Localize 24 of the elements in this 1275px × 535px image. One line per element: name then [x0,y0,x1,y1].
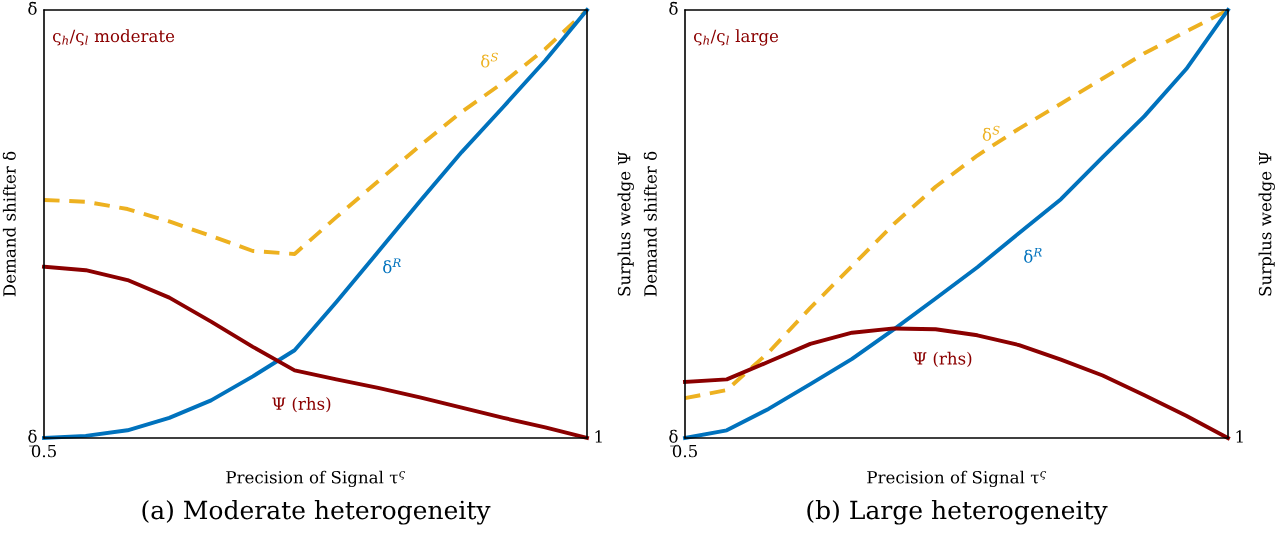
series-label: Ψ (rhs) [272,397,331,413]
y2-axis-title: Surplus wedge Ψ [1258,151,1275,296]
series-label: δ$^{S}$ [481,52,498,68]
text: (b) Large heterogeneity [807,500,1108,525]
text: 0.5 [672,444,697,458]
y2-axis-title: Surplus wedge Ψ [617,151,634,296]
annotation: ς$_{h}$/ς$_{l}$ large [693,29,779,46]
series-label: δ$^{R}$ [1024,247,1042,263]
text: δ̲ [669,429,679,447]
x-axis-title: Precision of Signal τ$^{ς}$ [226,470,406,488]
series-label: δ$^{R}$ [383,258,401,274]
text: δ̄ [28,1,37,15]
series-label: Ψ (rhs) [913,351,972,368]
text: 1 [1236,430,1243,443]
text: 1 [595,430,602,443]
x-axis-title: Precision of Signal τ$^{ς}$ [867,470,1047,488]
y-axis-title: Demand shifter δ [2,151,16,297]
annotation: ς$_{h}$/ς$_{l}$ moderate [52,29,175,46]
y-axis-title: Demand shifter δ [643,151,657,297]
series-label: δ$^{S}$ [982,125,1000,141]
text: δ̄ [669,1,678,15]
text: δ̲ [28,429,38,447]
text: 0.5 [31,444,56,458]
text: (a) Moderate heterogeneity [142,500,491,525]
